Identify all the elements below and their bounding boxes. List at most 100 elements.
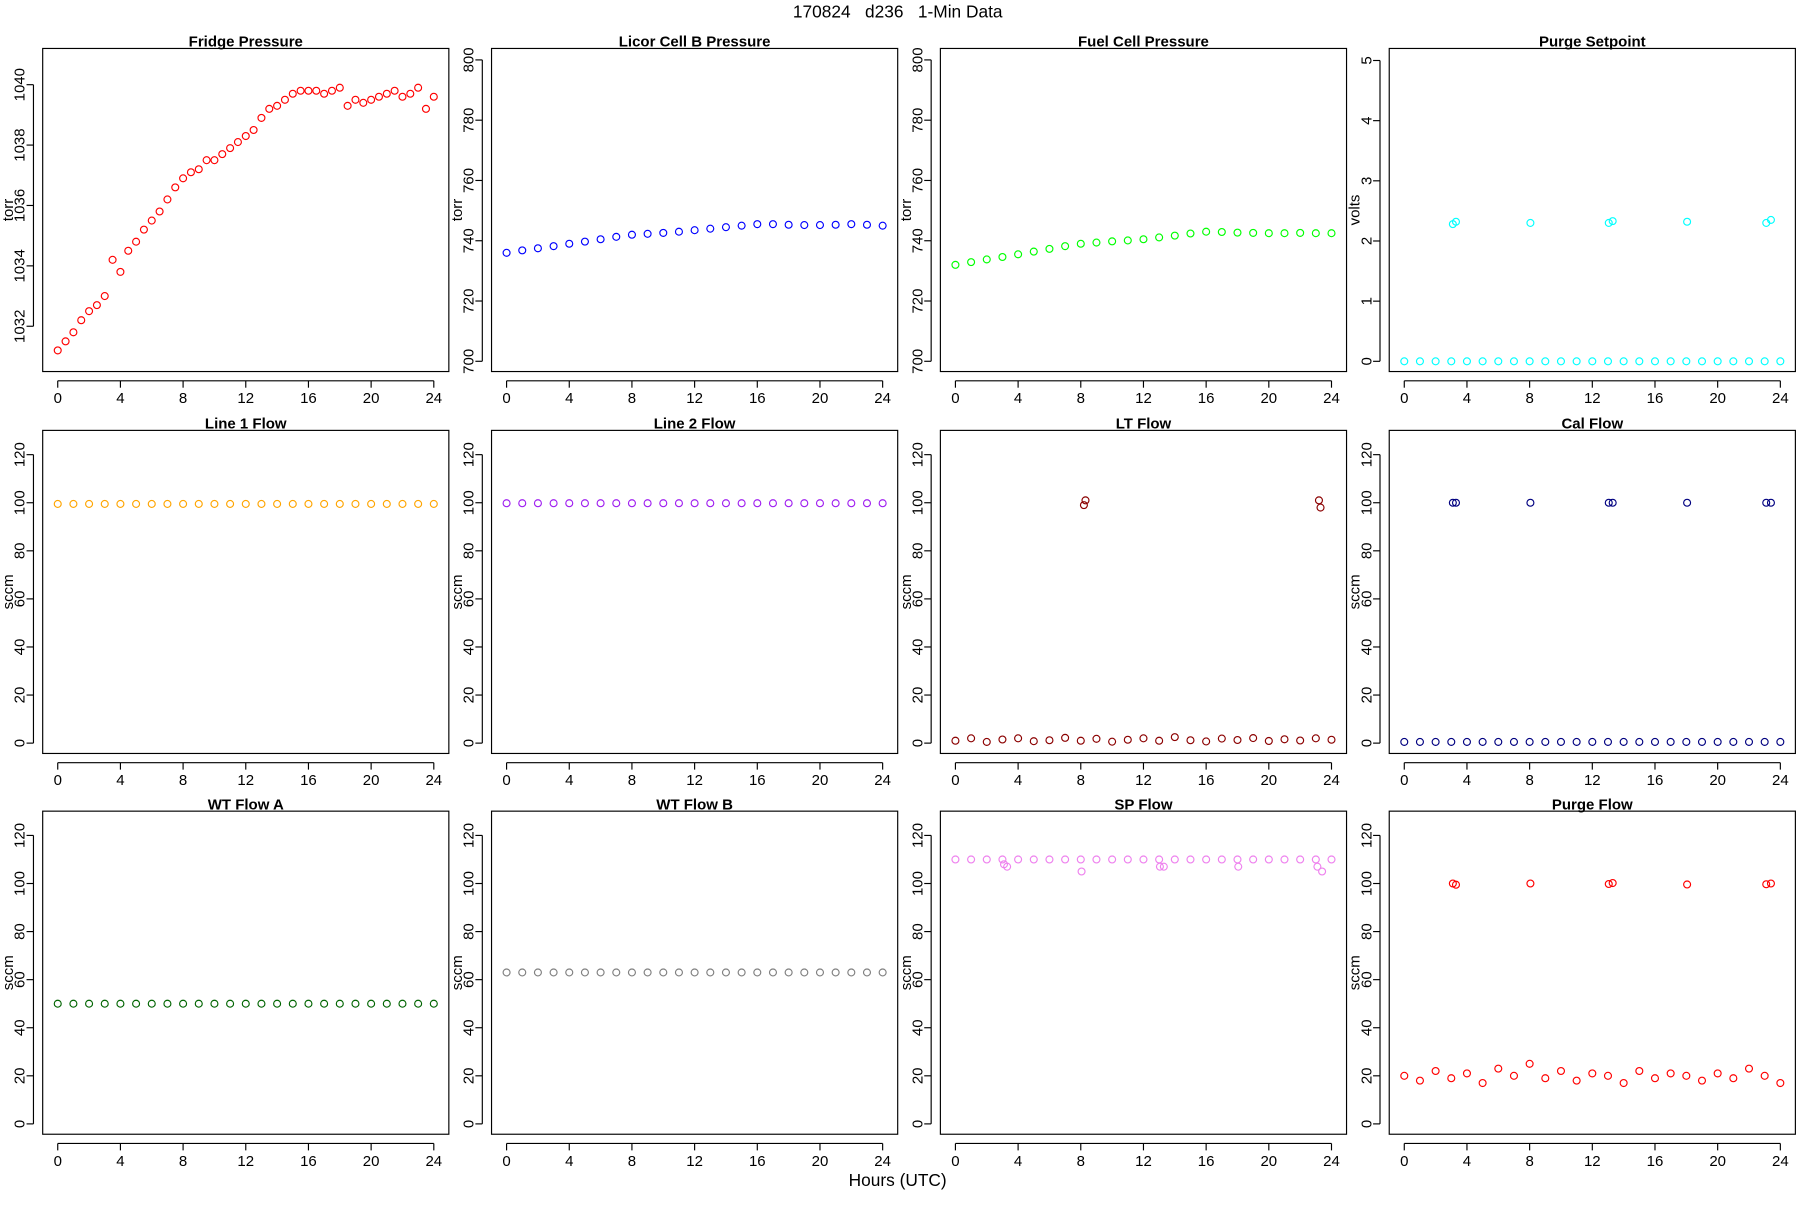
x-tick-label: 8 xyxy=(179,772,187,789)
data-point xyxy=(1494,1064,1503,1073)
data-point xyxy=(233,138,242,147)
x-tick-label: 24 xyxy=(874,390,891,407)
data-point xyxy=(1744,1064,1754,1073)
data-point xyxy=(116,267,125,276)
x-tick-label: 0 xyxy=(951,1153,959,1170)
data-point xyxy=(659,228,668,237)
data-point xyxy=(1666,1069,1675,1078)
data-point xyxy=(998,252,1007,262)
data-point xyxy=(194,999,203,1008)
y-tick-label: 60 xyxy=(12,591,29,608)
x-tick-label: 4 xyxy=(116,390,124,407)
panel: Line 1 Flow sccm 0 4 8 12 16 20 24 0 20 40 60 80 100 12… xyxy=(0,416,450,789)
x-tick-label: 12 xyxy=(1584,772,1601,789)
panel: Cal Flow sccm 0 4 8 12 16 20 24 0 20 40 60 80 100 120 xyxy=(1347,416,1796,789)
x-tick-label: 0 xyxy=(951,772,959,789)
y-tick-label: 60 xyxy=(12,971,29,988)
x-tick-label: 8 xyxy=(1077,1153,1085,1170)
y-tick-label: 80 xyxy=(909,542,926,559)
x-tick-label: 8 xyxy=(628,1153,636,1170)
data-point xyxy=(1296,736,1305,745)
data-point xyxy=(53,999,62,1008)
data-point xyxy=(1400,357,1409,366)
data-point xyxy=(1635,357,1644,366)
data-point xyxy=(1588,357,1597,366)
data-point xyxy=(163,195,172,204)
data-point xyxy=(800,968,809,977)
x-tick-label: 20 xyxy=(1260,1153,1277,1170)
y-tick-label: 20 xyxy=(1358,1067,1375,1084)
data-point xyxy=(1045,244,1054,253)
y-axis-label: sccm xyxy=(1347,574,1364,609)
y-tick-label: 20 xyxy=(909,1067,926,1084)
data-point xyxy=(1159,862,1168,871)
data-point xyxy=(1431,737,1440,746)
data-point xyxy=(398,999,407,1008)
data-point xyxy=(1572,357,1581,366)
x-tick-label: 16 xyxy=(300,390,317,407)
data-point xyxy=(335,999,344,1008)
data-point xyxy=(312,86,321,95)
data-point xyxy=(1525,357,1534,366)
data-point xyxy=(273,101,282,110)
plot-frame xyxy=(1388,429,1796,755)
data-point xyxy=(1683,880,1692,889)
data-point xyxy=(1029,247,1038,256)
y-tick-label: 80 xyxy=(12,542,29,559)
x-tick-label: 8 xyxy=(1525,772,1533,789)
data-point xyxy=(1556,357,1566,366)
data-point xyxy=(1666,357,1675,366)
data-point xyxy=(596,235,605,244)
x-tick-label: 8 xyxy=(1525,390,1533,407)
data-point xyxy=(1029,855,1038,864)
data-point xyxy=(1327,229,1336,238)
y-tick-label: 0 xyxy=(1358,739,1375,747)
plot-frame xyxy=(1388,810,1796,1135)
panel-title: Line 1 Flow xyxy=(205,416,287,433)
y-tick-label: 4 xyxy=(1358,116,1375,124)
data-point xyxy=(1713,1069,1722,1078)
y-tick-label: 20 xyxy=(12,1067,29,1084)
data-point xyxy=(1650,737,1660,746)
x-tick-label: 8 xyxy=(1077,772,1085,789)
data-point xyxy=(1766,879,1775,888)
data-point xyxy=(1619,737,1628,746)
data-point xyxy=(1311,855,1320,864)
plot-frame xyxy=(1388,47,1796,373)
data-point xyxy=(1170,733,1179,742)
data-point xyxy=(1509,737,1518,746)
x-tick-label: 4 xyxy=(1014,390,1022,407)
x-tick-label: 0 xyxy=(54,390,62,407)
data-point xyxy=(1311,734,1320,743)
y-tick-label: 80 xyxy=(909,923,926,940)
plot-frame xyxy=(490,429,899,755)
data-point xyxy=(1186,736,1195,745)
data-point xyxy=(1092,855,1101,864)
data-point xyxy=(690,226,699,235)
data-point xyxy=(737,968,746,977)
data-point xyxy=(69,328,78,337)
data-point xyxy=(706,968,715,977)
data-point xyxy=(1729,357,1738,366)
data-point xyxy=(147,499,156,508)
data-point xyxy=(1697,357,1707,366)
data-point xyxy=(1608,217,1617,226)
data-point xyxy=(1249,734,1258,743)
data-point xyxy=(627,968,636,977)
x-tick-label: 12 xyxy=(686,1153,703,1170)
x-tick-label: 0 xyxy=(1400,1153,1408,1170)
data-point xyxy=(1509,357,1518,366)
x-tick-label: 24 xyxy=(1323,772,1340,789)
data-point xyxy=(1186,855,1195,864)
x-tick-label: 12 xyxy=(1135,390,1152,407)
data-point xyxy=(194,499,203,508)
y-tick-label: 60 xyxy=(909,591,926,608)
data-point xyxy=(382,499,391,508)
data-point xyxy=(643,499,652,508)
data-point xyxy=(847,220,856,229)
x-tick-label: 24 xyxy=(425,390,442,407)
data-point xyxy=(627,230,636,239)
data-point xyxy=(659,968,668,977)
